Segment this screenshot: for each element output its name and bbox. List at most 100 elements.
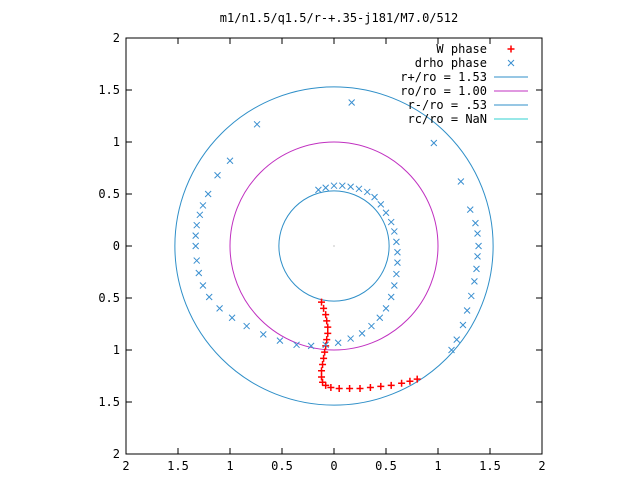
drho-phase-point [193,221,201,229]
drho-phase-point [387,293,395,301]
legend-label-rc-ro-nan: rc/ro = NaN [408,112,487,126]
y-tick-label: 0.5 [98,291,120,305]
x-tick-label: 2 [122,459,129,473]
drho-phase-point [193,257,201,264]
x-tick-label: 1 [226,459,233,473]
center-point [333,245,335,247]
drho-phase-point [322,341,330,349]
circle-r-ro-53 [278,190,390,302]
w-phase-point [323,336,331,344]
series-drho-phase [192,99,482,354]
x-tick-label: 0.5 [271,459,293,473]
drho-phase-point [448,346,455,354]
drho-phase-point [475,242,482,250]
drho-phase-point [243,322,250,330]
drho-phase-point [276,337,284,344]
drho-phase-point [334,339,342,347]
legend-label-ro-ro-1-00: ro/ro = 1.00 [400,84,487,98]
w-phase-point [366,383,374,391]
drho-phase-point [368,322,375,330]
x-tick-label: 0 [330,459,337,473]
y-tick-label: 0.5 [98,187,120,201]
legend-label-r-ro-1-53: r+/ro = 1.53 [400,70,487,84]
drho-phase-point [393,238,400,246]
chart-title: m1/n1.5/q1.5/r-+.35-j181/M7.0/512 [220,11,458,25]
drho-phase-point [467,292,475,300]
x-tick-label: 2 [538,459,545,473]
w-phase-point [398,379,406,387]
drho-phase-point [347,183,354,191]
drho-phase-point [453,336,461,343]
drho-phase-point [195,269,203,277]
drho-phase-point [471,278,478,285]
w-phase-point [356,384,364,392]
drho-phase-point [382,209,390,217]
w-phase-point [377,382,385,390]
drho-phase-point [363,188,371,196]
circle-ro-ro-1-00 [229,141,439,351]
w-phase-point [319,378,327,386]
w-phase-point [387,381,395,389]
w-phase-point [323,317,331,325]
legend-sample-w-phase [507,45,515,53]
drho-phase-point [226,157,234,165]
drho-phase-point [463,307,471,314]
drho-phase-point [382,305,390,312]
w-phase-point [321,348,329,356]
w-phase-point [413,375,421,383]
drho-phase-point [393,270,400,278]
drho-phase-point [216,305,223,312]
drho-phase-point [473,265,480,273]
circle-r-ro-1-53 [174,86,494,406]
x-tick-label: 1 [434,459,441,473]
drho-phase-point [199,282,207,289]
drho-phase-point [390,282,398,289]
drho-phase-point [466,206,474,213]
w-phase-point [346,384,354,392]
w-phase-point [319,361,327,369]
drho-phase-point [387,218,395,226]
drho-phase-point [205,293,213,301]
x-tick-label: 0.5 [375,459,397,473]
x-tick-label: 1.5 [167,459,189,473]
drho-phase-point [192,242,200,250]
y-tick-label: 0 [113,239,120,253]
axis-ticks: 2 1.5 1 0.5 0 0.5 1 1.5 221.510.500.511.52 [98,31,545,473]
drho-phase-point [199,202,207,209]
y-tick-label: 2 [113,31,120,45]
w-phase-point [318,367,326,375]
series-w-phase [318,298,421,392]
x-tick-label: 1.5 [479,459,501,473]
y-tick-label: 1 [113,343,120,357]
drho-phase-point [259,331,267,338]
drho-phase-point [377,201,385,208]
w-phase-point [320,354,328,362]
w-phase-point [322,381,330,389]
drho-phase-point [322,184,330,192]
drho-phase-point [253,120,261,128]
drho-phase-point [376,314,384,322]
drho-phase-point [355,185,363,193]
radius-circles [174,86,494,406]
drho-phase-point [394,248,401,256]
drho-phase-point [394,259,401,266]
drho-phase-point [371,193,378,201]
drho-phase-point [214,171,221,179]
drho-phase-point [358,330,366,337]
data-markers [192,99,482,392]
y-tick-label: 2 [113,447,120,461]
w-phase-point [318,373,326,381]
drho-phase-point [204,190,212,198]
w-phase-point [322,342,330,350]
w-phase-point [318,298,326,306]
drho-phase-point [330,182,338,190]
drho-phase-point [196,211,204,219]
drho-phase-point [338,182,346,190]
drho-phase-point [315,186,322,194]
w-phase-point [406,377,414,385]
w-phase-point [324,329,332,337]
y-tick-label: 1.5 [98,83,120,97]
drho-phase-point [228,314,236,322]
drho-phase-point [348,99,356,106]
